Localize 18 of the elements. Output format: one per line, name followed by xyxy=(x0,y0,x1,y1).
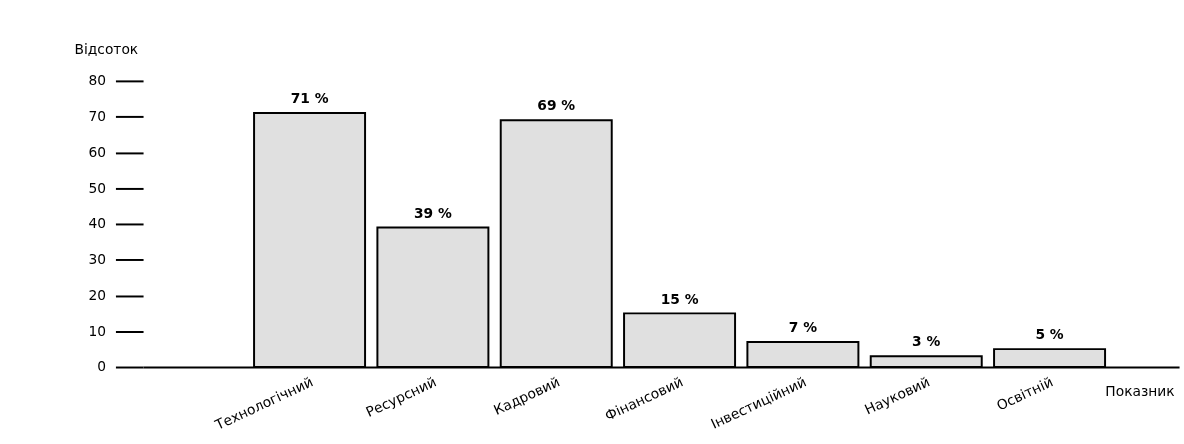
data-label: 69 % xyxy=(537,97,576,114)
y-tick-label: 40 xyxy=(88,215,107,232)
y-tick-label: 50 xyxy=(88,179,107,196)
data-label: 5 % xyxy=(1035,326,1064,343)
data-label: 71 % xyxy=(290,90,329,107)
data-label: 3 % xyxy=(912,333,941,350)
y-tick-label: 60 xyxy=(88,143,107,160)
data-label: 15 % xyxy=(660,290,699,307)
data-label: 7 % xyxy=(788,319,818,336)
y-tick-label: 0 xyxy=(97,358,107,375)
y-axis-title: Відсоток xyxy=(74,40,139,57)
y-tick-label: 30 xyxy=(88,251,107,268)
x-axis-title: Показник xyxy=(1105,383,1175,400)
data-label: 39 % xyxy=(413,204,452,221)
y-tick-label: 80 xyxy=(88,72,107,89)
y-tick-label: 10 xyxy=(88,322,107,339)
y-tick-label: 20 xyxy=(88,286,107,303)
y-tick-label: 70 xyxy=(88,108,107,125)
